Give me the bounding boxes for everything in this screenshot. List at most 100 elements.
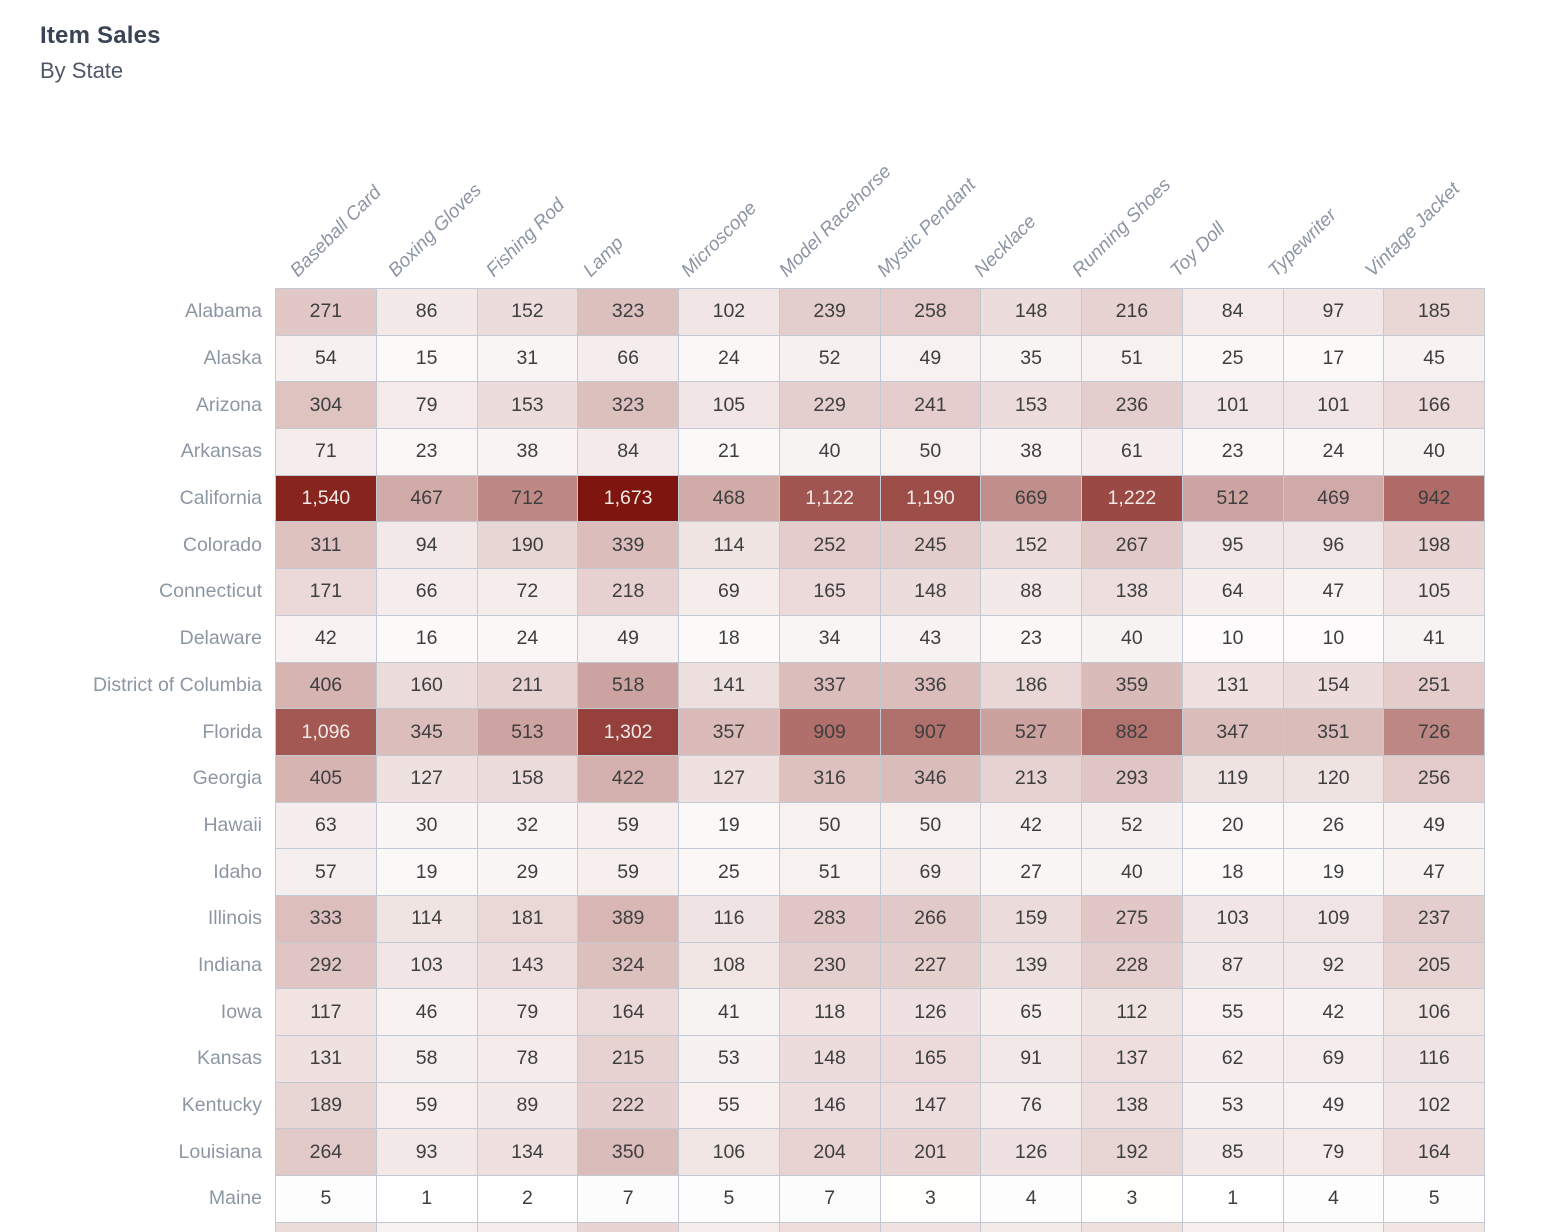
column-header[interactable]: Boxing Gloves [384,179,486,282]
heatmap-cell[interactable]: 78 [476,1035,579,1083]
heatmap-cell[interactable]: 237 [1383,894,1485,943]
heatmap-cell[interactable]: 359 [1081,661,1183,710]
column-header[interactable]: Microscope [677,197,761,282]
heatmap-cell[interactable]: 333 [275,894,377,943]
heatmap-cell[interactable]: 882 [1081,708,1183,756]
heatmap-cell[interactable]: 40 [1081,614,1183,663]
row-label[interactable]: Arkansas [180,440,262,463]
heatmap-cell[interactable]: 271 [275,288,377,336]
row-label[interactable]: Arizona [195,393,262,416]
heatmap-cell[interactable]: 512 [1181,474,1284,523]
row-label[interactable]: Indiana [198,953,262,976]
heatmap-cell[interactable]: 53 [1181,1081,1284,1130]
row-label[interactable]: Idaho [213,860,262,883]
row-label[interactable]: Delaware [179,627,262,650]
heatmap-cell[interactable]: 53 [678,1035,780,1083]
heatmap-cell[interactable]: 94 [375,521,478,570]
heatmap-cell[interactable]: 19 [678,801,780,850]
heatmap-cell[interactable]: 10 [1181,614,1284,663]
heatmap-cell[interactable]: 41 [1383,614,1485,663]
heatmap-cell[interactable]: 909 [778,708,881,756]
heatmap-cell[interactable]: 35 [980,334,1082,383]
heatmap-cell[interactable]: 97 [1282,288,1385,336]
heatmap-cell[interactable]: 251 [1383,661,1485,710]
heatmap-cell[interactable]: 19 [375,848,478,896]
heatmap-cell[interactable]: 256 [1383,754,1485,803]
heatmap-cell[interactable]: 513 [476,708,579,756]
heatmap-cell[interactable]: 339 [577,521,679,570]
heatmap-cell[interactable]: 40 [1081,848,1183,896]
heatmap-cell[interactable]: 18 [678,614,780,663]
column-header[interactable]: Fishing Rod [481,194,569,282]
heatmap-cell[interactable]: 164 [577,988,679,1036]
heatmap-cell[interactable]: 171 [275,568,377,616]
heatmap-cell[interactable]: 38 [980,428,1082,476]
heatmap-cell[interactable]: 275 [1081,894,1183,943]
heatmap-cell[interactable]: 47 [1383,848,1485,896]
heatmap-cell[interactable]: 148 [879,568,982,616]
heatmap-cell[interactable] [577,1221,679,1232]
column-header[interactable]: Baseball Card [286,182,386,282]
heatmap-cell[interactable]: 292 [275,941,377,990]
heatmap-cell[interactable]: 201 [879,1128,982,1177]
heatmap-cell[interactable]: 119 [1181,754,1284,803]
heatmap-cell[interactable]: 109 [1282,894,1385,943]
heatmap-cell[interactable]: 518 [577,661,679,710]
heatmap-cell[interactable]: 216 [1081,288,1183,336]
heatmap-cell[interactable]: 669 [980,474,1082,523]
heatmap-cell[interactable]: 3 [1081,1175,1183,1223]
heatmap-cell[interactable]: 102 [1383,1081,1485,1130]
heatmap-cell[interactable]: 166 [1383,381,1485,430]
heatmap-cell[interactable]: 25 [1181,334,1284,383]
heatmap-cell[interactable]: 116 [678,894,780,943]
heatmap-cell[interactable]: 50 [879,428,982,476]
heatmap-cell[interactable]: 52 [778,334,881,383]
heatmap-cell[interactable]: 186 [980,661,1082,710]
heatmap-cell[interactable]: 324 [577,941,679,990]
heatmap-cell[interactable]: 467 [375,474,478,523]
heatmap-cell[interactable]: 17 [1282,334,1385,383]
heatmap-cell[interactable]: 5 [1383,1175,1485,1223]
heatmap-cell[interactable]: 72 [476,568,579,616]
heatmap-cell[interactable]: 316 [778,754,881,803]
heatmap-cell[interactable]: 105 [678,381,780,430]
heatmap-cell[interactable]: 51 [1081,334,1183,383]
heatmap-cell[interactable]: 211 [476,661,579,710]
heatmap-cell[interactable]: 49 [1282,1081,1385,1130]
heatmap-cell[interactable]: 264 [275,1128,377,1177]
column-header[interactable]: Necklace [970,211,1041,282]
heatmap-cell[interactable]: 114 [678,521,780,570]
heatmap-cell[interactable]: 23 [980,614,1082,663]
heatmap-cell[interactable]: 71 [275,428,377,476]
heatmap-cell[interactable]: 143 [476,941,579,990]
column-header[interactable]: Lamp [579,232,629,282]
heatmap-cell[interactable]: 222 [577,1081,679,1130]
heatmap-cell[interactable]: 127 [375,754,478,803]
row-label[interactable]: Connecticut [159,580,262,603]
heatmap-cell[interactable]: 139 [980,941,1082,990]
heatmap-cell[interactable]: 236 [1081,381,1183,430]
heatmap-cell[interactable]: 49 [879,334,982,383]
heatmap-cell[interactable]: 10 [1282,614,1385,663]
heatmap-cell[interactable] [375,1221,478,1232]
column-header[interactable]: Running Shoes [1068,174,1176,282]
heatmap-cell[interactable]: 64 [1181,568,1284,616]
heatmap-cell[interactable]: 304 [275,381,377,430]
heatmap-cell[interactable]: 69 [879,848,982,896]
heatmap-cell[interactable]: 63 [275,801,377,850]
heatmap-cell[interactable]: 88 [980,568,1082,616]
heatmap-cell[interactable]: 323 [577,288,679,336]
heatmap-cell[interactable]: 204 [778,1128,881,1177]
heatmap-cell[interactable]: 69 [678,568,780,616]
heatmap-cell[interactable]: 47 [1282,568,1385,616]
heatmap-cell[interactable]: 185 [1383,288,1485,336]
heatmap-cell[interactable]: 146 [778,1081,881,1130]
row-label[interactable]: Maine [208,1187,262,1210]
heatmap-cell[interactable]: 106 [1383,988,1485,1036]
heatmap-cell[interactable]: 91 [980,1035,1082,1083]
heatmap-cell[interactable]: 42 [980,801,1082,850]
heatmap-cell[interactable]: 103 [375,941,478,990]
heatmap-cell[interactable]: 79 [375,381,478,430]
heatmap-cell[interactable]: 105 [1383,568,1485,616]
heatmap-cell[interactable]: 942 [1383,474,1485,523]
